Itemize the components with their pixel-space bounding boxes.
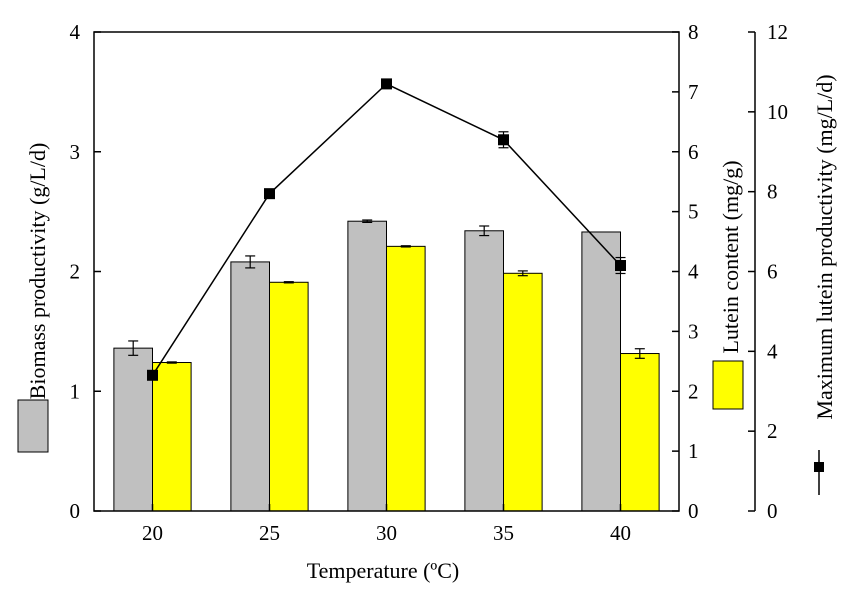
legend-lutein-swatch xyxy=(712,360,744,410)
lutein-bar xyxy=(620,353,660,512)
lutein-productivity-marker xyxy=(498,134,509,146)
biomass-bar xyxy=(464,230,505,512)
bars-layer xyxy=(113,219,660,512)
x-tick-label: 35 xyxy=(493,521,514,545)
middle-axis-tick-label: 8 xyxy=(688,20,699,44)
lutein-productivity-marker xyxy=(381,78,392,90)
biomass-bar xyxy=(581,231,622,512)
right-axis-tick-label: 0 xyxy=(767,499,778,523)
right-axis-tick-label: 6 xyxy=(767,260,778,284)
left-axis-tick-label: 4 xyxy=(70,20,81,44)
middle-axis-title: Lutein content (mg/g) xyxy=(718,160,743,353)
lutein-productivity-marker xyxy=(264,188,275,200)
middle-axis-tick-label: 6 xyxy=(688,140,699,164)
line-layer xyxy=(147,78,626,381)
legend-line-symbol xyxy=(814,450,824,495)
right-axis-title: Maximum lutein productivity (mg/L/d) xyxy=(812,74,837,419)
biomass-bar xyxy=(230,261,270,512)
right-axis-tick-label: 4 xyxy=(767,339,778,363)
x-tick-label: 40 xyxy=(610,521,631,545)
left-axis-tick-label: 3 xyxy=(70,140,81,164)
lutein-bar xyxy=(152,362,192,512)
right-axis-tick-label: 8 xyxy=(767,180,778,204)
middle-axis-tick-label: 7 xyxy=(688,80,699,104)
x-axis-title: Temperature (ºC) xyxy=(307,558,460,583)
right-axis-tick-label: 12 xyxy=(767,20,788,44)
right-axis-tick-label: 10 xyxy=(767,100,788,124)
lutein-bar xyxy=(386,245,426,512)
left-axis-tick-label: 0 xyxy=(70,499,81,523)
middle-axis-tick-label: 4 xyxy=(688,260,699,284)
x-tick-label: 25 xyxy=(259,521,280,545)
lutein-bar xyxy=(503,272,543,512)
middle-axis-tick-label: 5 xyxy=(688,200,699,224)
x-tick-label: 30 xyxy=(376,521,397,545)
left-axis-tick-label: 1 xyxy=(70,379,81,403)
lutein-productivity-marker xyxy=(615,260,626,272)
lutein-productivity-marker xyxy=(147,369,158,381)
middle-axis-tick-label: 0 xyxy=(688,499,699,523)
lutein-bar xyxy=(269,281,309,512)
middle-axis-tick-label: 3 xyxy=(688,319,699,343)
biomass-bar xyxy=(113,347,153,512)
legend-line-marker xyxy=(814,462,824,472)
biomass-bar xyxy=(347,220,388,512)
middle-axis-tick-label: 1 xyxy=(688,439,699,463)
legend-biomass-swatch xyxy=(17,399,49,453)
middle-axis-tick-label: 2 xyxy=(688,379,699,403)
left-axis-tick-label: 2 xyxy=(70,260,81,284)
x-tick-label: 20 xyxy=(142,521,163,545)
left-axis-title: Biomass productivity (g/L/d) xyxy=(25,143,50,400)
right-axis-tick-label: 2 xyxy=(767,419,778,443)
